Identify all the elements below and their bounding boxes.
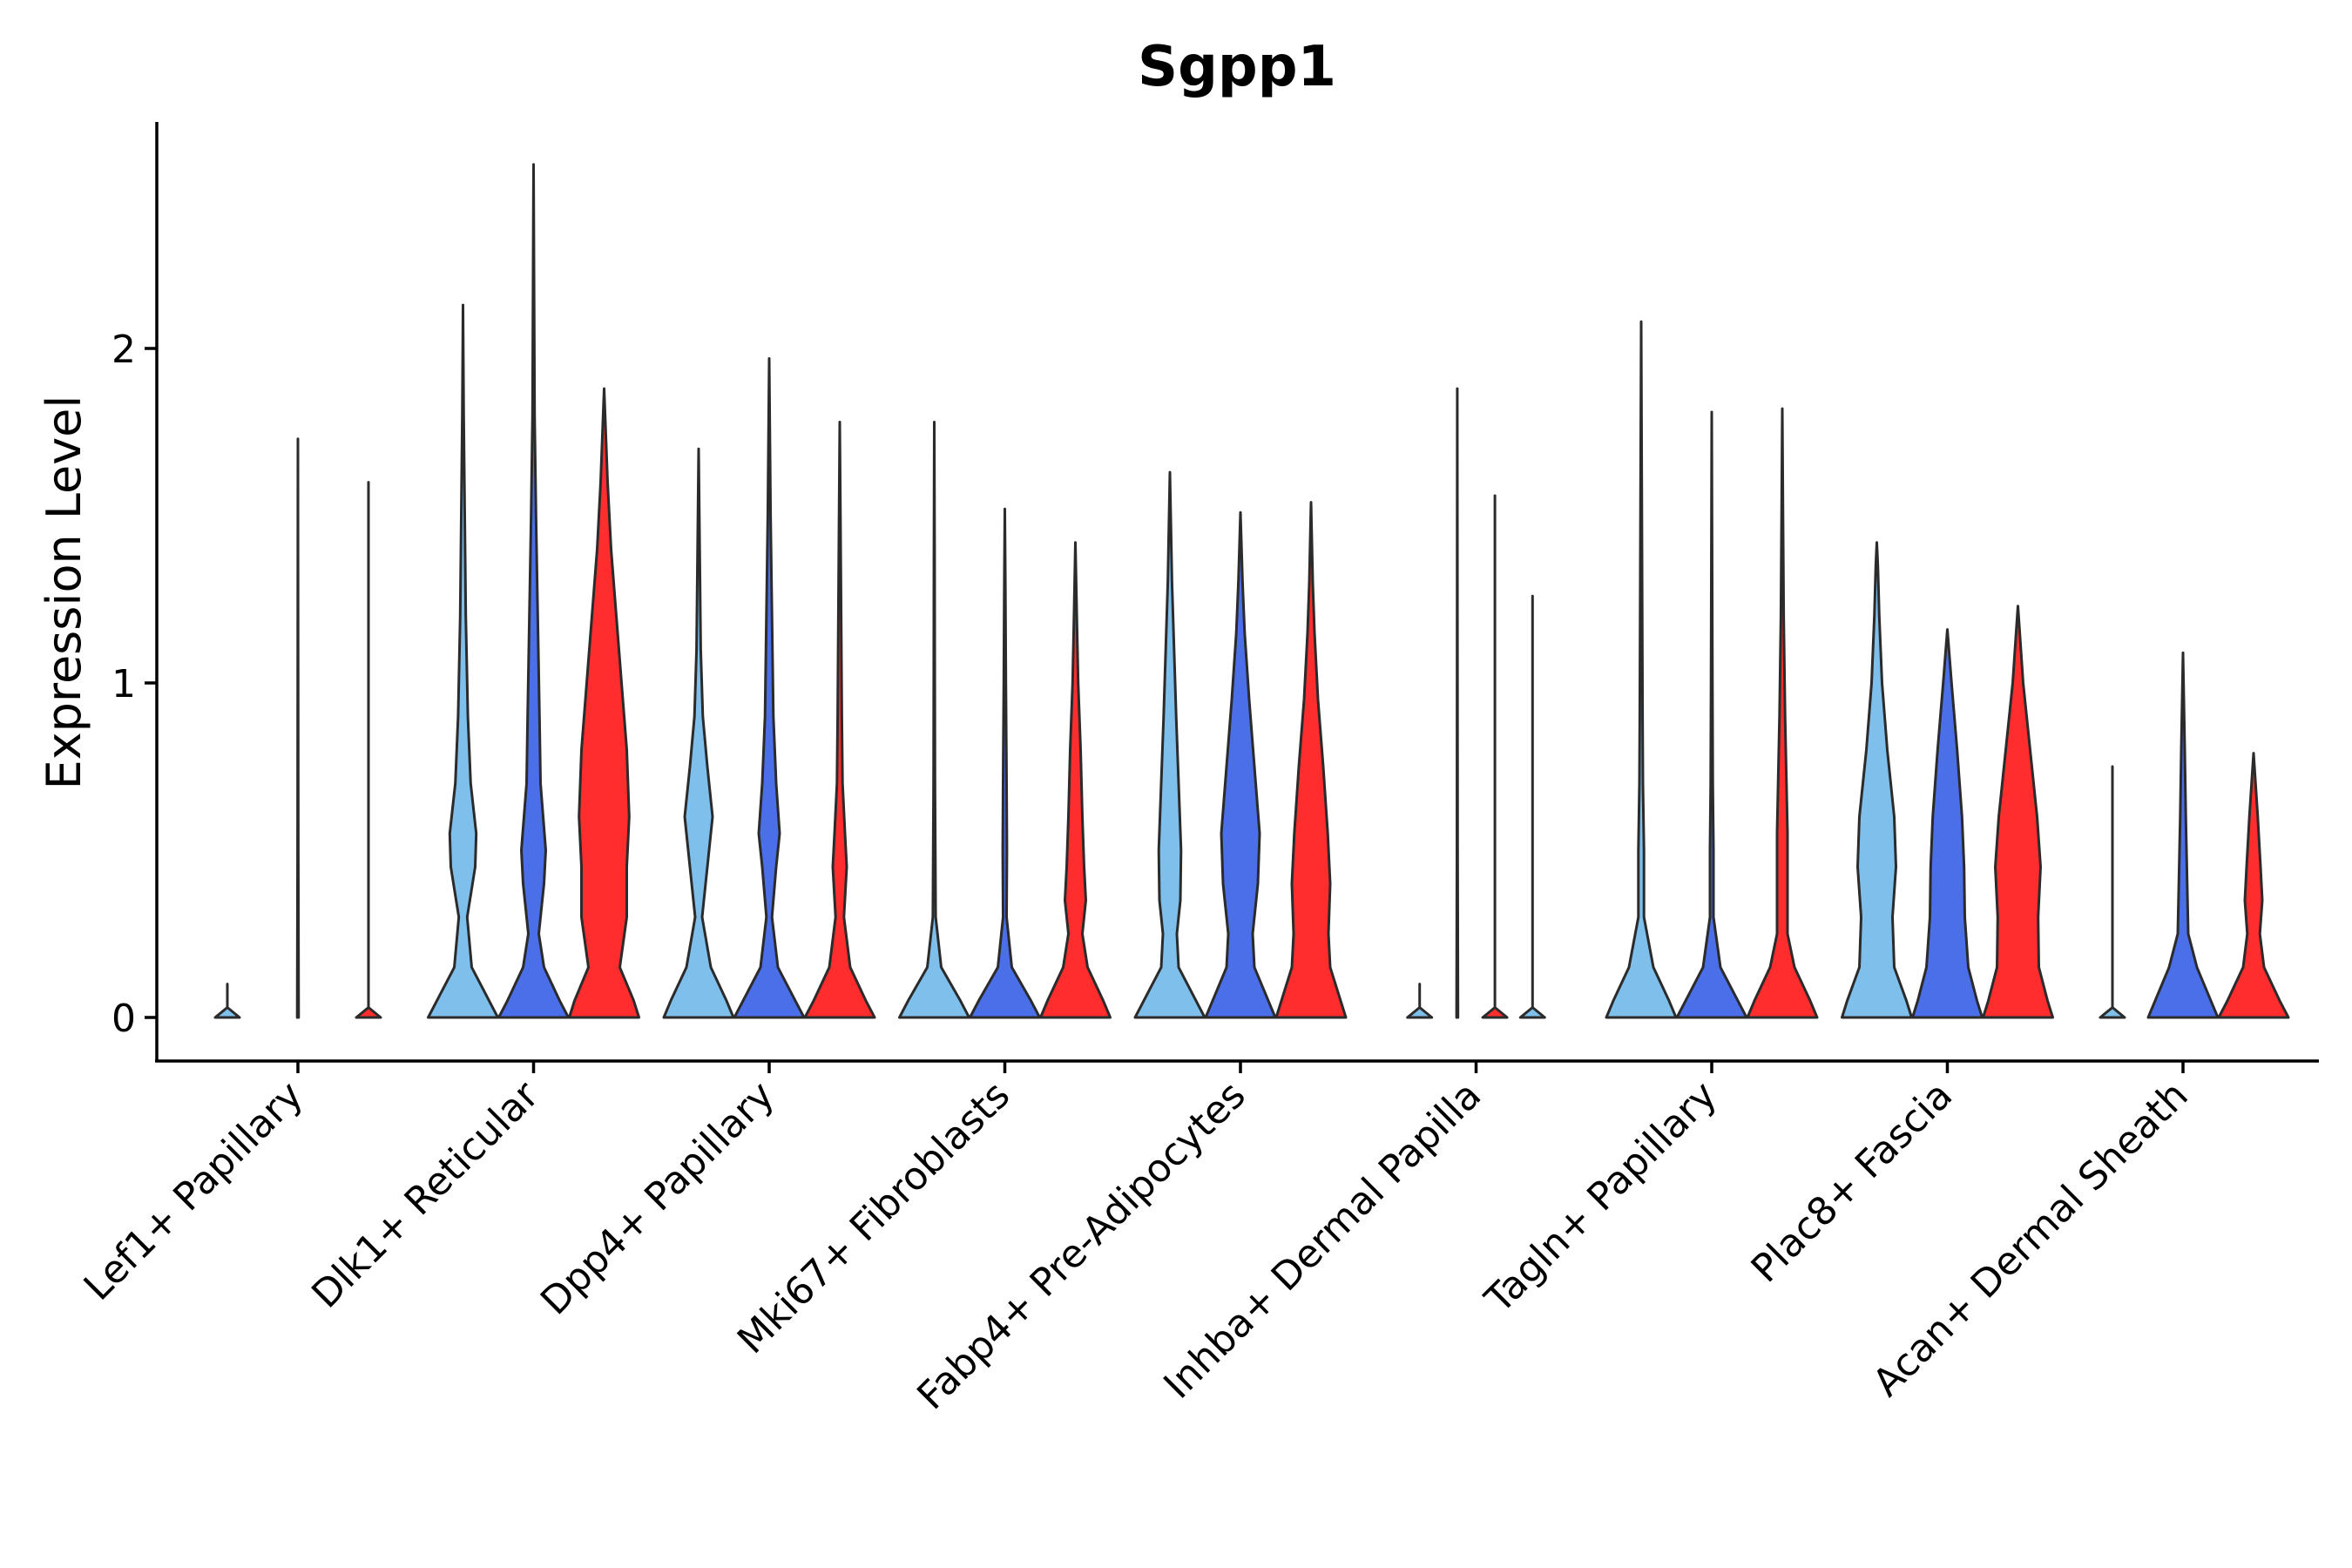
violin-3-2: [1039, 541, 1112, 1019]
violin-3-0: [898, 421, 970, 1019]
violin-5-3: [1518, 594, 1546, 1019]
violin-layer: [213, 163, 2290, 1019]
violin-6-1: [1675, 410, 1748, 1019]
violin-5-2: [1481, 494, 1509, 1019]
violin-0-0: [213, 983, 241, 1019]
violin-2-2: [803, 421, 876, 1019]
violin-0-1: [295, 437, 301, 1019]
violin-5-0: [1406, 983, 1434, 1019]
violin-8-0: [2099, 765, 2126, 1019]
violin-7-1: [1911, 628, 1984, 1019]
x-category-label: Dlk1+ Reticular: [303, 1072, 548, 1317]
x-category-label: Mki67+ Fibroblasts: [729, 1073, 1018, 1362]
violin-7-0: [1841, 541, 1913, 1019]
violin-0-2: [355, 481, 382, 1019]
violin-6-2: [1746, 407, 1819, 1019]
violin-4-1: [1204, 510, 1277, 1019]
violin-1-1: [497, 163, 570, 1019]
violin-2-1: [733, 357, 806, 1019]
violin-3-1: [969, 507, 1041, 1019]
violin-4-2: [1274, 501, 1348, 1019]
violin-2-0: [662, 447, 735, 1019]
axes: [155, 122, 2319, 1063]
violin-5-1: [1455, 387, 1460, 1019]
violin-4-0: [1133, 470, 1206, 1019]
y-tick-label: 2: [112, 328, 136, 372]
x-category-label: Lef1+ Papillary: [76, 1073, 312, 1309]
violin-1-0: [427, 303, 499, 1019]
x-category-label: Dpp4+ Papillary: [532, 1073, 783, 1324]
violin-6-0: [1605, 320, 1678, 1019]
y-tick-label: 0: [112, 997, 136, 1041]
violin-8-2: [2217, 752, 2290, 1019]
violin-8-1: [2146, 651, 2220, 1019]
violin-1-2: [568, 387, 640, 1019]
y-tick-label: 1: [112, 662, 136, 706]
x-category-label: Plac8+ Fascia: [1743, 1073, 1962, 1292]
chart-title: Sgpp1: [1138, 35, 1336, 99]
violin-7-2: [1982, 605, 2054, 1019]
y-ticks: 0 1 2: [112, 328, 157, 1041]
y-axis-label: Expression Level: [37, 395, 91, 790]
x-category-label: Tagln+ Papillary: [1477, 1073, 1726, 1322]
